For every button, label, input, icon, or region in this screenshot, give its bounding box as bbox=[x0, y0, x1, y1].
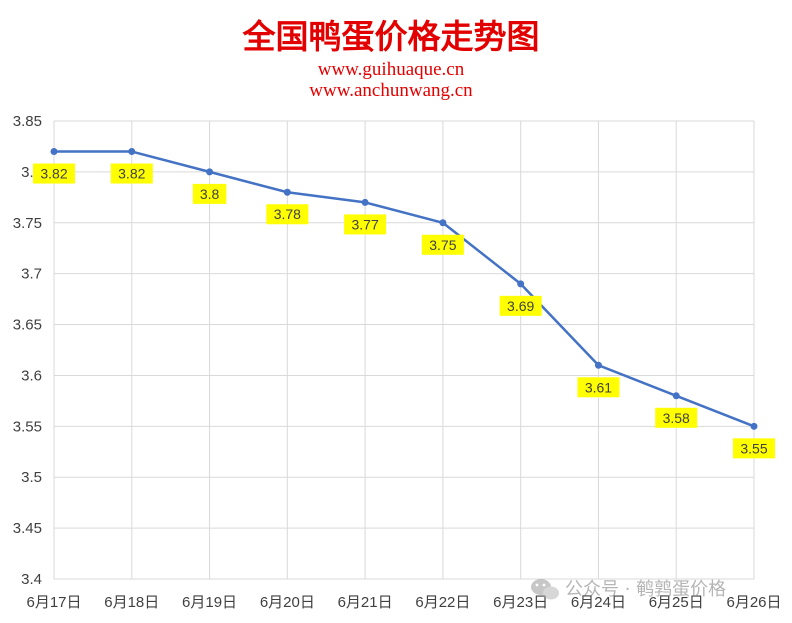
series-line bbox=[54, 150, 755, 428]
data-point bbox=[594, 361, 602, 369]
data-point bbox=[50, 148, 58, 156]
y-tick-label: 3.4 bbox=[21, 571, 42, 588]
data-label: 3.61 bbox=[585, 379, 612, 395]
data-label: 3.69 bbox=[507, 298, 534, 314]
data-label: 3.82 bbox=[118, 166, 145, 182]
y-tick-label: 3.6 bbox=[21, 367, 42, 384]
x-tick-label: 6月21日 bbox=[338, 594, 393, 611]
data-label: 3.8 bbox=[200, 186, 220, 202]
price-series bbox=[50, 148, 758, 430]
data-label: 3.78 bbox=[274, 206, 301, 222]
y-tick-label: 3.45 bbox=[13, 520, 42, 537]
data-label: 3.58 bbox=[663, 410, 690, 426]
data-label: 3.55 bbox=[740, 440, 767, 456]
data-point bbox=[517, 280, 525, 288]
data-point bbox=[361, 198, 369, 206]
y-tick-label: 3.65 bbox=[13, 317, 42, 334]
data-point bbox=[128, 148, 136, 156]
data-label-bg bbox=[192, 183, 227, 204]
data-label-bg bbox=[655, 407, 698, 428]
data-label: 3.75 bbox=[429, 237, 456, 253]
wechat-icon bbox=[531, 579, 559, 600]
data-label-bg bbox=[733, 438, 775, 459]
watermark: 公众号 · 鹌鹑蛋价格 bbox=[531, 579, 726, 600]
data-label: 3.82 bbox=[40, 166, 67, 182]
chart-title: 全国鸭蛋价格走势图 bbox=[242, 17, 540, 56]
data-label-bg bbox=[499, 295, 542, 316]
data-label: 3.77 bbox=[351, 216, 378, 232]
data-label-bg bbox=[33, 163, 75, 184]
x-tick-label: 6月20日 bbox=[260, 594, 315, 611]
x-tick-label: 6月19日 bbox=[182, 594, 237, 611]
y-tick-label: 3.7 bbox=[21, 266, 42, 283]
site-link-2[interactable]: www.anchunwang.cn bbox=[309, 80, 473, 101]
site-link-1[interactable]: www.guihuaque.cn bbox=[318, 59, 465, 80]
data-label-bg bbox=[266, 204, 309, 225]
data-label-bg bbox=[577, 377, 620, 398]
data-labels: 3.82 3.82 3.8 3.78 3.77 3.75 3.69 3.61 3.58 3.55 bbox=[33, 163, 775, 459]
data-point bbox=[672, 392, 680, 400]
data-label-bg bbox=[344, 214, 387, 235]
data-point bbox=[206, 168, 214, 176]
data-label-bg bbox=[421, 234, 464, 255]
x-tick-label: 6月17日 bbox=[26, 594, 81, 611]
data-label-bg bbox=[110, 163, 153, 184]
data-point bbox=[283, 188, 291, 196]
x-axis-tick-labels: 6月17日 6月18日 6月19日 6月20日 6月21日 6月22日 6月23日 6月24日… bbox=[26, 594, 781, 611]
y-tick-label: 3.55 bbox=[13, 418, 42, 435]
data-point bbox=[439, 219, 447, 227]
x-tick-label: 6月24日 bbox=[571, 594, 626, 611]
x-tick-label: 6月26日 bbox=[726, 594, 781, 611]
x-tick-label: 6月22日 bbox=[415, 594, 470, 611]
data-point bbox=[750, 422, 758, 430]
horizontal-gridlines bbox=[54, 120, 754, 580]
y-axis-tick-labels: 3.43.453.53.553.63.653.73.753.83.85 bbox=[13, 113, 42, 588]
y-tick-label: 3.5 bbox=[21, 469, 42, 486]
x-tick-label: 6月23日 bbox=[493, 594, 548, 611]
watermark-text: 公众号 · 鹌鹑蛋价格 bbox=[565, 579, 726, 600]
y-tick-label: 3.75 bbox=[13, 215, 42, 232]
y-tick-label: 3.85 bbox=[13, 113, 42, 130]
vertical-gridlines bbox=[53, 121, 755, 579]
x-tick-label: 6月18日 bbox=[104, 594, 159, 611]
x-tick-label: 6月25日 bbox=[649, 594, 704, 611]
